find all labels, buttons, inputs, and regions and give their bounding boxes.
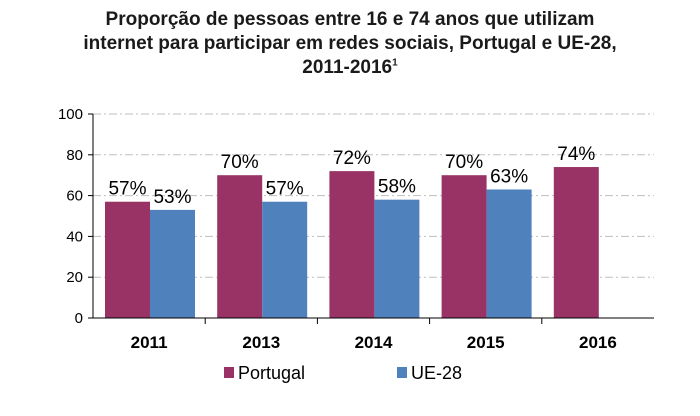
bar-portugal-2015 — [441, 175, 487, 318]
bar-portugal-2011 — [105, 201, 150, 318]
y-tick-label-100: 100 — [58, 106, 83, 123]
labels: 0 20 40 60 80 100 57% 53% 2011 70% 57% 2013 72% 58% 20… — [58, 106, 617, 352]
bars — [105, 167, 599, 318]
bar-ue-28-2011 — [150, 209, 195, 318]
y-tick-label-80: 80 — [66, 147, 83, 164]
x-tick-label-2014: 2014 — [355, 333, 393, 352]
chart-title-line-1: Proporção de pessoas entre 16 e 74 anos … — [105, 9, 595, 30]
data-label-portugal-2014: 72% — [333, 148, 371, 169]
bar-portugal-2014 — [329, 171, 375, 318]
x-tick-label-2013: 2013 — [242, 333, 280, 352]
y-tick-label-20: 20 — [66, 269, 83, 286]
legend-label-ue-28: UE-28 — [411, 363, 462, 383]
data-label-portugal-2016: 74% — [557, 144, 595, 165]
legend: Portugal UE-28 — [224, 363, 462, 383]
x-tick-label-2015: 2015 — [467, 333, 505, 352]
data-label-portugal-2015: 70% — [445, 152, 483, 173]
y-tick-label-40: 40 — [66, 228, 83, 245]
chart-title-years: 2011-2016 — [302, 57, 393, 78]
data-label-portugal-2013: 70% — [221, 152, 259, 173]
bar-ue-28-2015 — [486, 189, 532, 318]
x-tick-label-2011: 2011 — [131, 333, 168, 352]
data-label-ue-28-2015: 63% — [490, 166, 528, 187]
legend-swatch-ue-28 — [397, 367, 407, 378]
axes — [88, 113, 654, 324]
chart-title-line-2: internet para participar em redes sociai… — [83, 33, 617, 54]
x-tick-label-2016: 2016 — [579, 333, 617, 352]
data-label-ue-28-2011: 53% — [153, 187, 191, 208]
legend-label-portugal: Portugal — [238, 363, 305, 383]
bar-portugal-2016 — [553, 167, 599, 318]
chart-title-line-3: 2011-20161 — [0, 56, 700, 80]
data-label-ue-28-2013: 57% — [266, 179, 304, 200]
data-label-portugal-2011: 57% — [108, 179, 146, 200]
data-label-ue-28-2014: 58% — [378, 177, 416, 198]
bar-ue-28-2014 — [374, 199, 420, 318]
chart-title: Proporção de pessoas entre 16 e 74 anos … — [0, 8, 700, 80]
y-tick-label-60: 60 — [66, 188, 83, 205]
bar-ue-28-2013 — [262, 201, 308, 318]
y-tick-label-0: 0 — [75, 310, 83, 327]
bar-portugal-2013 — [217, 175, 263, 318]
chart-title-footnote-mark: 1 — [392, 57, 398, 69]
legend-swatch-portugal — [224, 367, 234, 378]
